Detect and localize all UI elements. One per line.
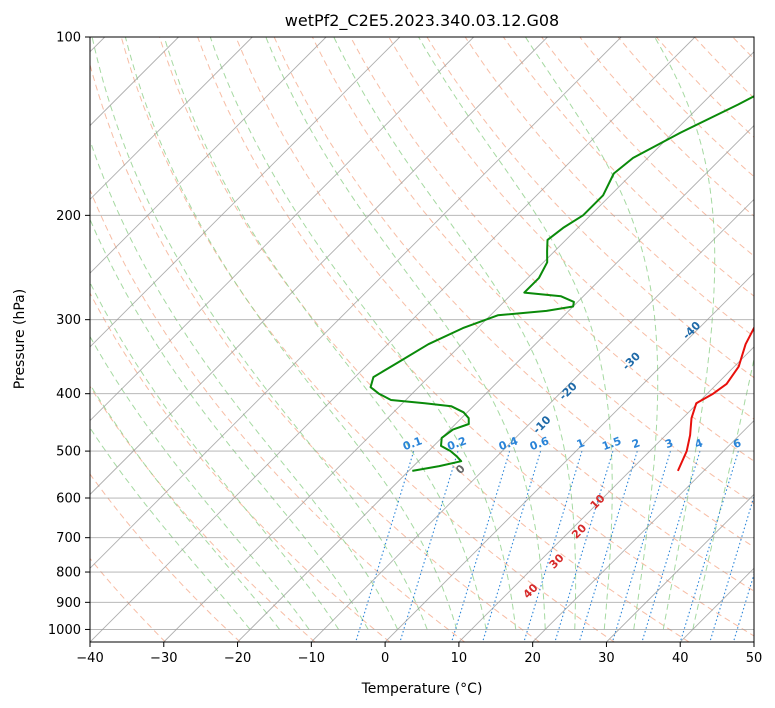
mixing-ratio-line: [679, 450, 739, 642]
dry-adiabat-line: [350, 37, 754, 462]
dry-adiabat-line: [655, 37, 754, 138]
moist-adiabat-line: [90, 138, 399, 630]
isotherm-line: [237, 124, 754, 642]
mixing-ratio-label: 0.2: [445, 434, 468, 453]
isotherm-line: [90, 37, 622, 569]
dry-adiabat-line: [235, 37, 754, 592]
moist-adiabat-line: [692, 356, 754, 630]
x-axis-label: Temperature (°C): [361, 681, 483, 697]
mixing-ratio-line: [554, 450, 614, 642]
isotherm-line: [163, 51, 754, 642]
dry-adiabat-line: [90, 62, 540, 642]
dry-adiabat-line: [90, 292, 391, 642]
isotherm-line: [90, 37, 253, 200]
isotherm-line: [90, 37, 696, 642]
y-tick-label: 900: [56, 596, 81, 611]
mixing-ratio-label: 1.5: [600, 434, 623, 453]
moist-adiabat-line: [209, 37, 517, 630]
mixing-ratio-line: [451, 450, 511, 642]
dry-adiabat-line: [579, 37, 754, 217]
mixing-ratio-line: [355, 450, 415, 642]
mixing-ratio-line: [611, 450, 671, 642]
mixing-ratio-label: 4: [693, 436, 705, 451]
mixing-ratio-line: [641, 450, 701, 642]
y-tick-label: 200: [56, 209, 81, 224]
x-tick-label: 40: [672, 651, 689, 666]
y-tick-label: 700: [56, 531, 81, 546]
mixing-ratio-label: 1: [575, 436, 587, 451]
x-tick-label: 50: [746, 651, 763, 666]
mixing-ratio-label: 2: [630, 436, 642, 451]
y-axis-label: Pressure (hPa): [12, 289, 28, 389]
x-tick-label: 30: [598, 651, 615, 666]
moist-adiabat-line: [90, 383, 280, 630]
x-tick-label: −40: [76, 651, 103, 666]
moist-adiabat-line: [265, 37, 546, 630]
moist-adiabat-line: [654, 37, 716, 630]
moist-adiabat-line: [418, 37, 613, 630]
y-tick-label: 400: [56, 387, 81, 402]
x-tick-label: −10: [298, 651, 325, 666]
y-tick-label: 600: [56, 492, 81, 507]
dry-adiabat-line: [273, 37, 754, 548]
dry-adiabat-line: [90, 188, 465, 642]
moist-adiabat-line: [90, 218, 369, 630]
x-tick-label: −20: [224, 651, 251, 666]
isotherm-line: [532, 420, 754, 642]
isotherm-line: [606, 493, 754, 642]
moist-adiabat-line: [90, 281, 340, 630]
y-tick-label: 500: [56, 445, 81, 460]
mixing-ratio-line: [482, 450, 542, 642]
moist-adiabat-line: [333, 37, 577, 630]
y-tick-label: 300: [56, 313, 81, 328]
mixing-ratio-label: 3: [663, 436, 675, 451]
mixing-ratio-label: 6: [731, 436, 743, 451]
x-tick-label: 10: [451, 651, 468, 666]
x-tick-label: 0: [381, 651, 389, 666]
dry-adiabat-line: [426, 37, 754, 379]
moist-adiabat-line: [90, 335, 310, 630]
y-tick-label: 800: [56, 566, 81, 581]
dry-adiabat-line: [159, 37, 690, 642]
x-tick-label: −30: [150, 651, 177, 666]
mixing-ratio-line: [578, 450, 638, 642]
mixing-ratio-label: 0.4: [497, 434, 520, 453]
dry-adiabat-line: [311, 37, 754, 505]
x-axis-ticks: −40 −30 −20 −10 0 10 20 30 40 50: [76, 642, 762, 666]
mixing-ratio-line: [523, 450, 583, 642]
mixing-ratio-label: 0.6: [528, 434, 551, 453]
isotherm-line: [384, 272, 754, 642]
moist-adiabat-line: [163, 37, 487, 630]
mixing-ratio-label: 0.1: [401, 434, 424, 453]
dry-adiabat-line: [90, 473, 241, 642]
grid-lines: [90, 37, 754, 642]
mixing-ratio-line: [399, 450, 459, 642]
background-lines: [90, 37, 754, 642]
plot-frame: [89, 36, 755, 643]
dry-adiabat-line: [541, 37, 754, 257]
isotherm-line: [90, 37, 548, 496]
moist-adiabat-line: [91, 37, 428, 630]
isotherm-line: [90, 37, 401, 348]
dry-adiabat-line: [197, 37, 754, 637]
isotherm-line: [90, 37, 474, 422]
temperature-profile-line: [676, 325, 754, 472]
moist-adiabat-line: [90, 427, 251, 630]
y-tick-label: 100: [56, 31, 81, 46]
moist-adiabat-line: [124, 37, 458, 630]
y-axis-ticks: 100 200 300 400 500 600 700 800 900 1000: [48, 31, 90, 638]
x-tick-label: 20: [524, 651, 541, 666]
series-lines: [369, 95, 754, 472]
dewpoint-profile-line: [369, 95, 754, 472]
y-tick-label: 1000: [48, 623, 81, 638]
isotherm-line: [311, 198, 754, 642]
moist-adiabat-line: [524, 37, 659, 630]
isotherm-line: [90, 37, 327, 274]
chart-title: wetPf2_C2E5.2023.340.03.12.G08: [285, 11, 559, 31]
dry-adiabat-line: [120, 37, 615, 642]
isotherm-line: [458, 346, 754, 642]
